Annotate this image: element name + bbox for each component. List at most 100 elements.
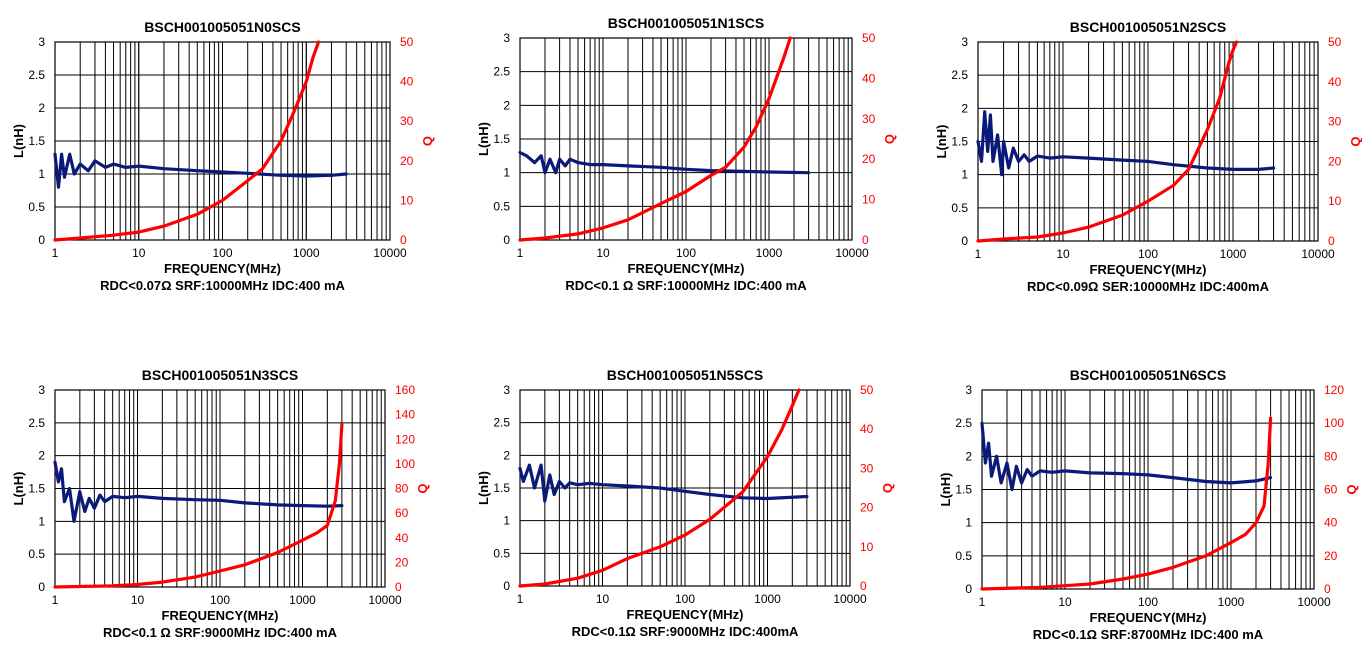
y2-tick-label: 140: [395, 408, 415, 422]
x-axis-label: FREQUENCY(MHz): [1090, 262, 1207, 277]
x-tick-label: 100: [210, 593, 230, 607]
y2-tick-label: 0: [395, 580, 402, 594]
inductance-series-line: [53, 152, 348, 189]
x-tick-label: 10: [1056, 247, 1070, 261]
y-axis-label: L(nH): [11, 472, 26, 506]
y2-tick-label: 50: [860, 383, 874, 397]
chart-caption: RDC<0.1 Ω SRF:9000MHz IDC:400 mA: [103, 625, 338, 640]
y2-tick-label: 30: [400, 114, 414, 128]
y2-tick-label: 120: [395, 432, 415, 446]
plot-frame: [519, 37, 853, 241]
y-axis-label: L(nH): [11, 124, 26, 158]
x-tick-label: 1: [52, 246, 59, 260]
y-tick-label: 1: [961, 168, 968, 182]
y2-tick-label: 0: [1324, 582, 1331, 596]
y2-tick-label: 10: [1328, 194, 1342, 208]
y2-tick-label: 20: [860, 501, 874, 515]
y2-tick-label: 0: [860, 579, 867, 593]
y2-tick-label: 10: [400, 193, 414, 207]
y-tick-label: 1.5: [955, 483, 972, 497]
x-tick-label: 1000: [293, 246, 320, 260]
y-tick-label: 3: [961, 35, 968, 49]
y2-tick-label: 100: [395, 457, 415, 471]
y-axis-label: L(nH): [476, 471, 491, 505]
q-series-line: [518, 36, 792, 242]
y-tick-label: 3: [965, 383, 972, 397]
x-tick-label: 1: [975, 247, 982, 261]
y2-tick-label: 20: [395, 555, 409, 569]
y-tick-label: 2.5: [951, 68, 968, 82]
x-tick-label: 1: [52, 593, 59, 607]
x-tick-label: 100: [675, 592, 695, 606]
y-tick-label: 0: [965, 582, 972, 596]
y2-tick-label: 40: [395, 531, 409, 545]
y2-tick-label: 60: [395, 506, 409, 520]
q-series-line: [976, 40, 1239, 243]
x-tick-label: 10000: [1301, 247, 1335, 261]
y2-tick-label: 40: [862, 71, 876, 85]
y-tick-label: 0.5: [493, 546, 510, 560]
x-tick-label: 1: [517, 246, 524, 260]
y-tick-label: 1: [38, 167, 45, 181]
y-tick-label: 1: [38, 514, 45, 528]
plot-frame: [54, 389, 386, 588]
y-tick-label: 0.5: [28, 200, 45, 214]
y-tick-label: 1.5: [493, 132, 510, 146]
y-tick-label: 1.5: [951, 135, 968, 149]
y2-tick-label: 30: [862, 112, 876, 126]
chart-title: BSCH001005051N0SCS: [144, 19, 300, 35]
y2-tick-label: 80: [395, 482, 409, 496]
q-series-line: [53, 40, 321, 242]
x-tick-label: 1: [517, 592, 524, 606]
x-tick-label: 10000: [373, 246, 407, 260]
chart-title: BSCH001005051N2SCS: [1070, 19, 1226, 35]
y-tick-label: 3: [38, 35, 45, 49]
y-tick-label: 2: [965, 449, 972, 463]
y-tick-label: 2.5: [28, 68, 45, 82]
y-tick-label: 2: [38, 449, 45, 463]
y2-axis-label: Q: [415, 483, 430, 493]
y-tick-label: 0: [503, 233, 510, 247]
x-axis-label: FREQUENCY(MHz): [164, 261, 281, 276]
x-tick-label: 10: [132, 246, 146, 260]
y-tick-label: 0: [38, 233, 45, 247]
y-tick-label: 0.5: [493, 199, 510, 213]
y-tick-label: 0.5: [955, 549, 972, 563]
y-tick-label: 1: [965, 516, 972, 530]
inductance-series-line: [976, 110, 1276, 177]
x-tick-label: 10: [131, 593, 145, 607]
chart-title: BSCH001005051N6SCS: [1070, 367, 1226, 383]
q-series-line: [518, 388, 801, 588]
x-tick-label: 10000: [1297, 595, 1331, 609]
x-tick-label: 1000: [754, 592, 781, 606]
y2-tick-label: 50: [862, 31, 876, 45]
y2-tick-label: 20: [862, 152, 876, 166]
y2-tick-label: 40: [400, 75, 414, 89]
x-axis-label: FREQUENCY(MHz): [162, 608, 279, 623]
y-axis-label: L(nH): [476, 122, 491, 156]
y2-tick-label: 20: [1328, 154, 1342, 168]
y-tick-label: 3: [503, 31, 510, 45]
y2-tick-label: 120: [1324, 383, 1344, 397]
x-tick-label: 10000: [835, 246, 869, 260]
x-tick-label: 1000: [756, 246, 783, 260]
x-axis-label: FREQUENCY(MHz): [628, 261, 745, 276]
chart-caption: RDC<0.1 Ω SRF:10000MHz IDC:400 mA: [565, 278, 807, 293]
x-tick-label: 1000: [1220, 247, 1247, 261]
y2-tick-label: 60: [1324, 483, 1338, 497]
y2-tick-label: 40: [860, 422, 874, 436]
y2-tick-label: 40: [1324, 516, 1338, 530]
inductance-series-line: [518, 150, 811, 175]
y2-axis-label: Q: [880, 483, 895, 493]
x-tick-label: 1000: [1218, 595, 1245, 609]
y-tick-label: 2.5: [493, 65, 510, 79]
y2-tick-label: 80: [1324, 449, 1338, 463]
y2-tick-label: 50: [400, 35, 414, 49]
chart-caption: RDC<0.1Ω SRF:9000MHz IDC:400mA: [572, 624, 799, 639]
y-tick-label: 2: [503, 98, 510, 112]
x-tick-label: 10: [1058, 595, 1072, 609]
y-tick-label: 2: [961, 101, 968, 115]
y2-tick-label: 30: [860, 461, 874, 475]
y-axis-label: L(nH): [938, 473, 953, 507]
